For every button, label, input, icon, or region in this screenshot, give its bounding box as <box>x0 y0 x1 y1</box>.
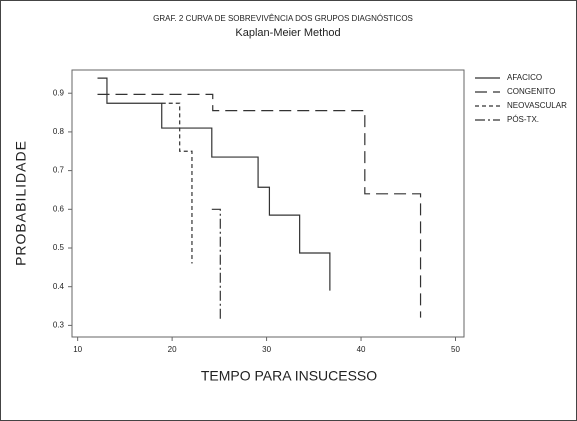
chart-subtitle: Kaplan-Meier Method <box>235 27 340 39</box>
legend-label: AFACICO <box>507 73 542 82</box>
y-tick-label: 0.7 <box>53 166 65 175</box>
legend-label: PÓS-TX. <box>507 115 539 124</box>
y-tick-label: 0.8 <box>53 127 65 136</box>
x-tick-label: 50 <box>451 345 460 354</box>
legend-label: CONGENITO <box>507 87 555 96</box>
survival-curve <box>161 102 193 264</box>
y-axis-label: PROBABILIDADE <box>13 140 29 266</box>
chart-title: GRAF. 2 CURVA DE SOBREVIVÊNCIA DOS GRUPO… <box>153 14 413 23</box>
x-tick-label: 20 <box>168 345 177 354</box>
legend-label: NEOVASCULAR <box>507 101 567 110</box>
y-tick-label: 0.3 <box>53 321 65 330</box>
y-tick-label: 0.6 <box>53 204 65 213</box>
survival-curve <box>97 77 331 291</box>
x-tick-label: 40 <box>357 345 366 354</box>
survival-curve <box>211 208 221 322</box>
y-tick-label: 0.9 <box>53 88 65 97</box>
x-axis-label: TEMPO PARA INSUCESSO <box>201 368 377 384</box>
y-tick-label: 0.5 <box>53 243 65 252</box>
x-tick-label: 30 <box>262 345 271 354</box>
survival-curve <box>97 93 422 318</box>
y-tick-label: 0.4 <box>53 282 65 291</box>
x-tick-label: 10 <box>73 345 82 354</box>
plot-area <box>71 69 465 338</box>
